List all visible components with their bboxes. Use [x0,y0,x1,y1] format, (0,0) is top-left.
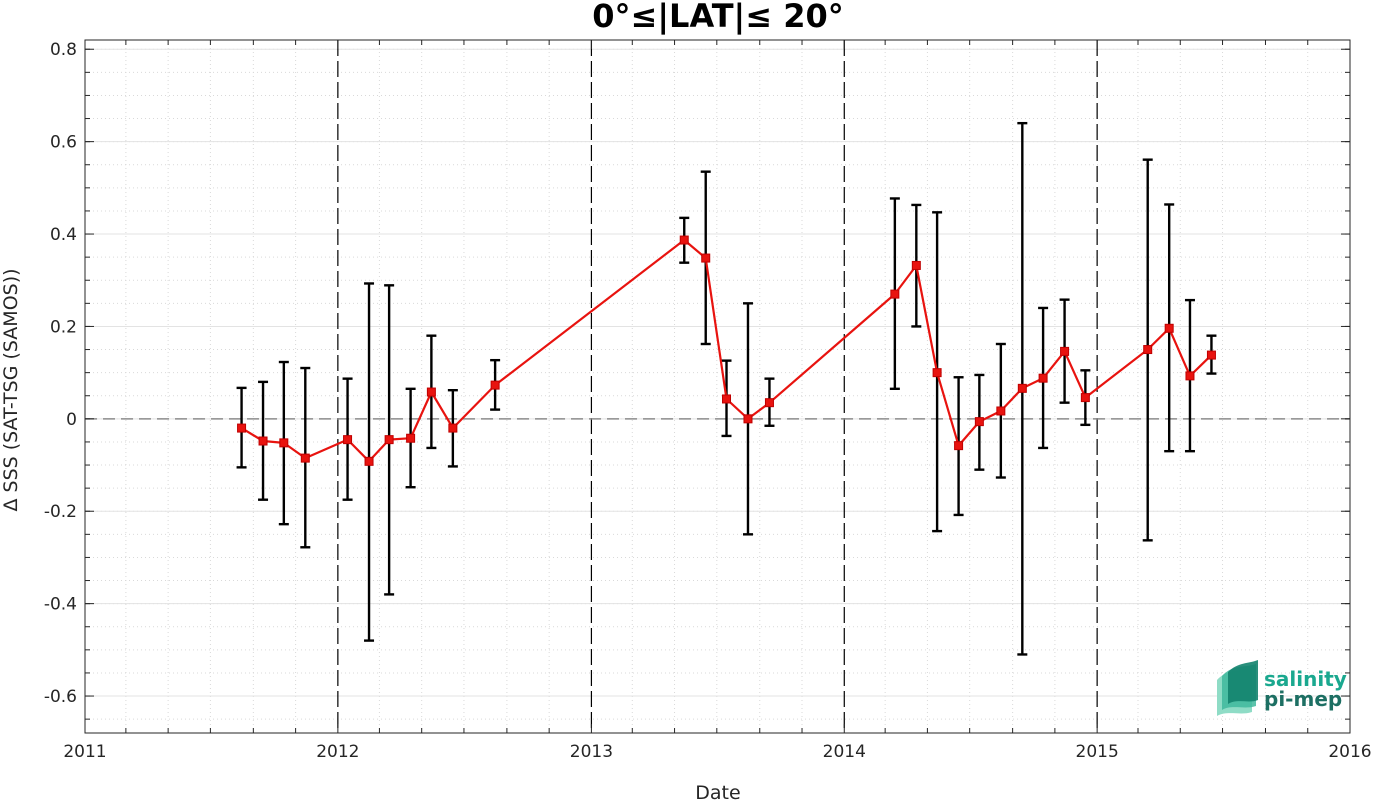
data-point [237,423,247,433]
y-tick-label: -0.2 [44,502,77,522]
data-point [1206,350,1216,360]
wave-logo-icon [1217,660,1258,716]
data-point [343,435,353,445]
data-point [1164,323,1174,333]
y-tick-label: 0.8 [50,40,77,60]
y-tick-labels: -0.6 -0.4 -0.2 0 0.2 0.4 0.6 0.8 [44,40,77,707]
x-tick-label: 2011 [63,742,106,762]
data-point [679,235,689,245]
data-point [300,453,310,463]
data-point [490,380,500,390]
data-point [406,433,416,443]
plot-frame [84,39,1351,734]
data-point [1143,345,1153,355]
data-point [932,368,942,378]
y-axis-label: Δ SSS (SAT-TSG (SAMOS)) [0,268,22,511]
x-tick-label: 2012 [316,742,359,762]
x-tick-label: 2013 [570,742,613,762]
data-point [954,441,964,451]
y-tick-label: -0.4 [44,595,77,615]
data-point [911,260,921,270]
data-point [1017,383,1027,393]
data-point [279,438,289,448]
salinity-pimep-logo: salinity pi-mep [1217,660,1347,716]
data-point [974,417,984,427]
data-point [1060,346,1070,356]
data-point [1038,373,1048,383]
x-axis-label: Date [695,782,740,801]
data-point [1080,393,1090,403]
x-tick-label: 2015 [1076,742,1119,762]
logo-line-1: salinity [1264,667,1347,691]
data-point [448,423,458,433]
chart-title: 0°≤|LAT|≤ 20° [592,0,843,36]
axis-ticks [84,40,1351,733]
y-tick-label: 0.6 [50,133,77,153]
data-point [743,414,753,424]
data-point [1185,371,1195,381]
year-dividers [337,40,1098,733]
y-tick-label: -0.6 [44,687,77,707]
data-point [764,398,774,408]
y-tick-label: 0 [66,410,77,430]
y-tick-label: 0.4 [50,225,77,245]
y-tick-label: 0.2 [50,317,77,337]
data-point [722,394,732,404]
x-tick-label: 2014 [823,742,866,762]
logo-line-2: pi-mep [1264,687,1342,711]
data-point [384,435,394,445]
data-point [258,436,268,446]
x-tick-label: 2016 [1328,742,1371,762]
data-point [701,253,711,263]
x-tick-labels: 2011 2012 2013 2014 2015 2016 [63,742,1371,762]
data-point [996,406,1006,416]
data-point [426,387,436,397]
series-markers [237,235,1216,466]
data-point [890,289,900,299]
data-point [364,456,374,466]
